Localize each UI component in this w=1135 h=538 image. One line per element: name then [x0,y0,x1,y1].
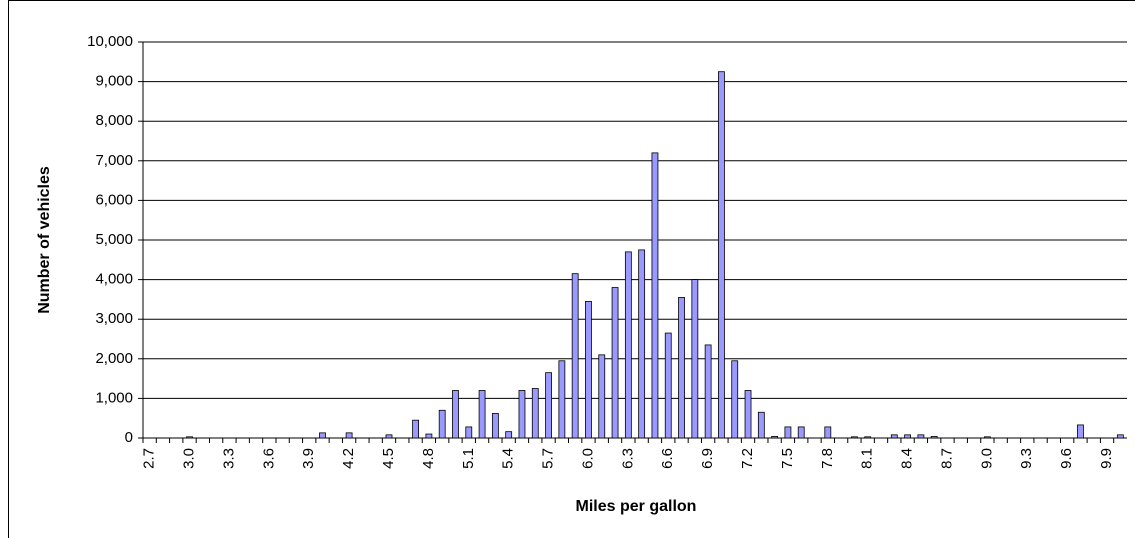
bar [744,390,752,439]
x-tick-label: 8.4 [899,448,916,469]
bar [465,426,473,439]
y-tick-label: 1,000 [95,389,133,406]
y-tick-label: 6,000 [95,191,133,208]
x-tick-label: 6.3 [619,448,636,469]
bar [890,434,898,439]
y-tick-label: 10,000 [87,33,133,50]
x-tick-label: 8.1 [859,448,876,469]
x-axis-title: Miles per gallon [576,498,697,515]
y-axis-title: Number of vehicles [36,166,53,314]
x-tick-label: 3.9 [300,448,317,469]
x-tick-label: 3.0 [181,448,198,469]
bar [624,251,632,439]
bar [518,390,526,439]
bar [452,390,459,439]
x-tick-label: 5.1 [460,448,477,469]
x-tick-label: 9.3 [1018,448,1035,469]
bar [611,287,619,439]
bar [1116,434,1124,439]
bar [731,360,739,439]
bar [904,434,911,439]
y-tick-label: 4,000 [95,271,133,288]
bar [186,436,193,439]
y-tick-label: 8,000 [95,112,133,129]
x-tick-label: 6.0 [579,448,596,469]
bar [319,432,326,439]
bar [718,71,725,439]
x-tick-label: 5.7 [540,448,557,469]
x-tick-label: 7.8 [819,448,836,469]
x-tick-label: 6.9 [699,448,716,469]
bar [558,360,566,439]
bar [983,436,991,439]
bar [1077,424,1084,439]
y-tick-label: 7,000 [95,152,133,169]
bar [638,249,646,439]
bar [478,390,486,439]
y-tick-label: 0 [125,429,133,446]
bar [531,388,539,439]
x-tick-label: 8.7 [938,448,955,469]
bar [757,411,765,439]
bar [917,434,925,439]
bar [585,300,592,439]
x-tick-label: 9.9 [1098,448,1115,469]
bar [691,279,699,439]
bar [678,297,685,439]
x-tick-label: 7.5 [779,448,796,469]
x-tick-label: 6.6 [659,448,676,469]
x-tick-label: 9.0 [978,448,995,469]
x-tick-label: 4.8 [420,448,437,469]
bar [851,436,858,439]
x-tick-label: 3.3 [220,448,237,469]
x-tick-label: 4.2 [340,448,357,469]
y-tick-label: 9,000 [95,73,133,90]
y-tick-label: 3,000 [95,310,133,327]
x-tick-label: 5.4 [500,448,517,469]
x-tick-label: 4.5 [380,448,397,469]
bar [864,436,872,439]
x-tick-label: 7.2 [739,448,756,469]
bar [704,344,712,439]
bar [438,409,446,439]
bar [412,419,419,439]
bar [491,413,499,439]
y-tick-label: 2,000 [95,350,133,367]
bar [797,426,805,439]
bar [930,436,938,439]
y-tick-label: 5,000 [95,231,133,248]
bar [345,432,353,439]
bar [651,152,659,439]
bar [385,434,393,439]
bar [664,332,672,439]
bar [571,273,579,439]
bar [505,431,513,439]
bar [771,436,779,439]
bar [425,433,433,439]
x-tick-label: 9.6 [1058,448,1075,469]
chart-border [8,0,1135,538]
bar [545,372,552,439]
x-tick-label: 2.7 [141,448,158,469]
bar [784,426,792,439]
bar [824,426,832,439]
x-tick-label: 3.6 [260,448,277,469]
bar [598,354,606,439]
